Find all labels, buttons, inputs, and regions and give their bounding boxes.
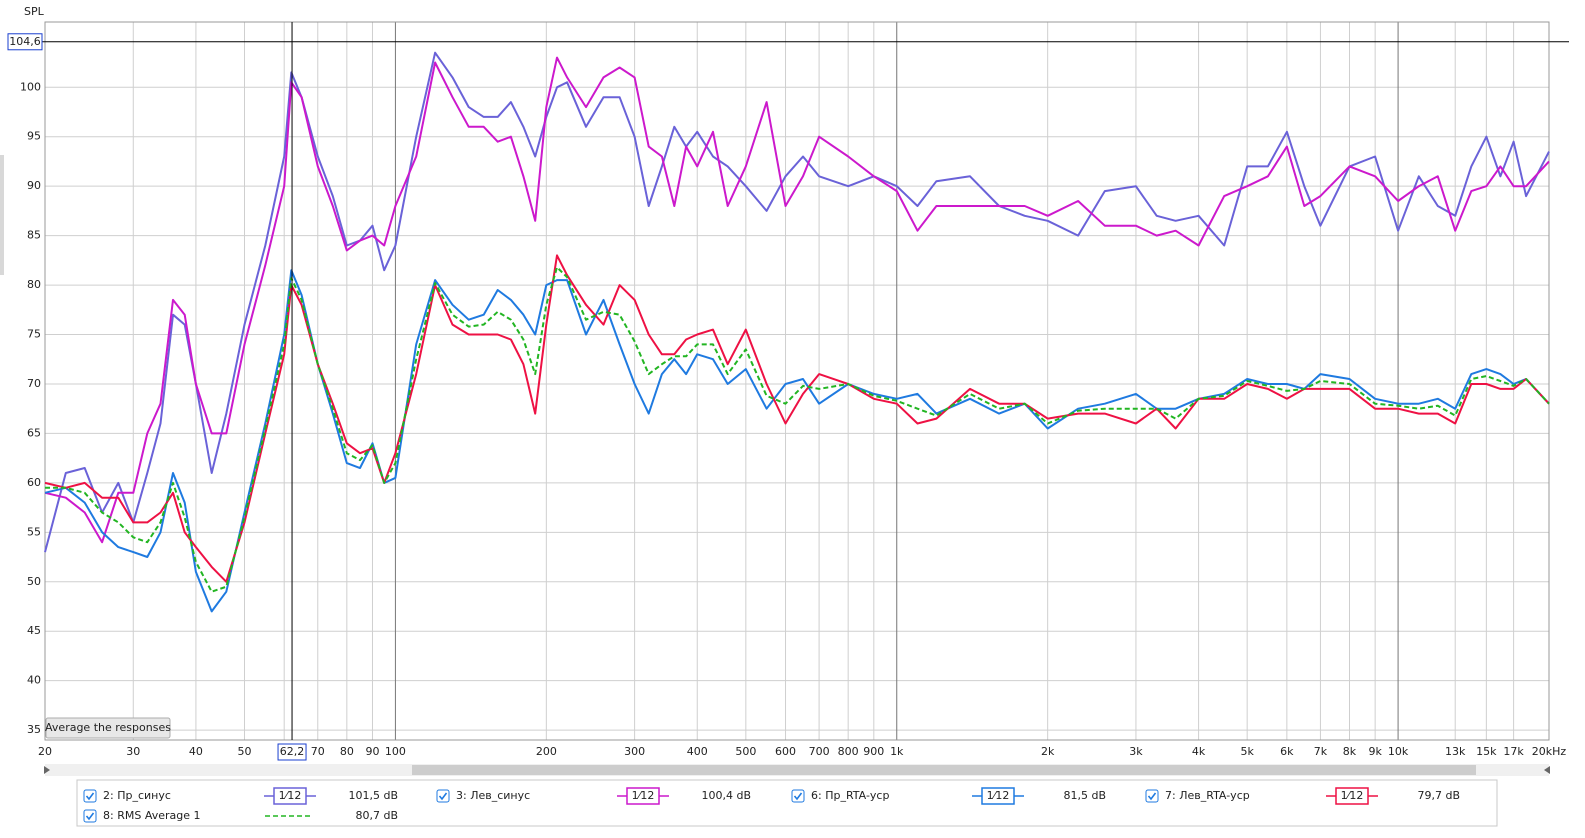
scroll-left[interactable] <box>44 766 50 774</box>
x-tick-label: 20kHz <box>1532 745 1567 758</box>
legend-checkbox[interactable] <box>436 789 450 803</box>
y-tick-label: 80 <box>27 278 41 291</box>
legend-reading: 79,7 dB <box>1417 789 1460 802</box>
y-tick-label: 95 <box>27 130 41 143</box>
x-tick-label: 9k <box>1368 745 1382 758</box>
y-tick-label: 60 <box>27 476 41 489</box>
legend-smoothing-box <box>273 787 307 805</box>
legend-reading: 81,5 dB <box>1063 789 1106 802</box>
legend-box <box>76 779 1498 827</box>
legend-smoothing: 1⁄12 <box>279 789 302 802</box>
legend-checkbox[interactable] <box>83 789 97 803</box>
legend-reading: 80,7 dB <box>355 809 398 822</box>
x-tick-label: 3k <box>1129 745 1143 758</box>
cursor-y-box <box>7 33 43 51</box>
cursor-x-box <box>277 743 307 761</box>
x-tick-label: 400 <box>687 745 708 758</box>
y-tick-label: 75 <box>27 328 41 341</box>
cursor-y-label: 104,6 <box>9 35 41 48</box>
legend-reading: 101,5 dB <box>348 789 398 802</box>
x-tick-label: 30 <box>126 745 140 758</box>
x-tick-label: 700 <box>809 745 830 758</box>
legend-name: 3: Лев_синус <box>456 789 530 802</box>
x-tick-label: 15k <box>1476 745 1497 758</box>
legend-name: 6: Пр_RTA-уср <box>811 789 889 802</box>
x-tick-label: 80 <box>340 745 354 758</box>
legend-checkbox[interactable] <box>1145 789 1159 803</box>
legend-check[interactable] <box>85 812 95 821</box>
y-tick-label: 90 <box>27 179 41 192</box>
legend-smoothing-box <box>981 787 1015 805</box>
legend-smoothing: 1⁄12 <box>987 789 1010 802</box>
legend-check[interactable] <box>793 792 803 801</box>
x-tick-label: 7k <box>1314 745 1328 758</box>
legend-smoothing: 1⁄12 <box>1341 789 1364 802</box>
x-tick-label: 1k <box>890 745 904 758</box>
y-tick-label: 65 <box>27 426 41 439</box>
legend-reading: 100,4 dB <box>701 789 751 802</box>
legend-smoothing-box <box>1335 787 1369 805</box>
legend-name: 7: Лев_RTA-уср <box>1165 789 1250 802</box>
series-line <box>45 266 1550 593</box>
y-tick-label: 55 <box>27 525 41 538</box>
x-tick-label: 4k <box>1192 745 1206 758</box>
y-tick-label: 45 <box>27 624 41 637</box>
legend-check[interactable] <box>1147 792 1157 801</box>
x-tick-label: 90 <box>365 745 379 758</box>
x-tick-label: 200 <box>536 745 557 758</box>
x-tick-label: 50 <box>238 745 252 758</box>
legend-check[interactable] <box>85 792 95 801</box>
x-tick-label: 13k <box>1445 745 1466 758</box>
x-tick-label: 20 <box>38 745 52 758</box>
y-tick-label: 70 <box>27 377 41 390</box>
x-tick-label: 6k <box>1280 745 1294 758</box>
x-tick-label: 300 <box>624 745 645 758</box>
x-tick-label: 17k <box>1503 745 1524 758</box>
x-tick-label: 70 <box>311 745 325 758</box>
legend-name: 8: RMS Average 1 <box>103 809 200 822</box>
x-tick-label: 40 <box>189 745 203 758</box>
legend-check[interactable] <box>438 792 448 801</box>
y-tick-label: 85 <box>27 229 41 242</box>
y-tick-label: 100 <box>20 80 41 93</box>
legend-checkbox[interactable] <box>83 809 97 823</box>
legend-name: 2: Пр_синус <box>103 789 171 802</box>
x-tick-label: 10k <box>1388 745 1409 758</box>
legend-checkbox[interactable] <box>791 789 805 803</box>
y-tick-label: 50 <box>27 575 41 588</box>
x-tick-label: 5k <box>1240 745 1254 758</box>
series-line <box>44 56 1550 544</box>
y-tick-label: 35 <box>27 723 41 736</box>
cursor-x-label: 62,2 <box>280 745 305 758</box>
legend-smoothing-box <box>626 787 660 805</box>
x-tick-label: 2k <box>1041 745 1055 758</box>
plot-frame <box>44 21 1550 741</box>
x-tick-label: 500 <box>735 745 756 758</box>
side-handle <box>0 155 4 275</box>
legend-smoothing: 1⁄12 <box>632 789 655 802</box>
x-tick-label: 8k <box>1343 745 1357 758</box>
average-button-label[interactable]: Average the responses <box>45 721 171 734</box>
series-line <box>44 51 1550 553</box>
x-tick-label: 100 <box>385 745 406 758</box>
x-tick-label: 600 <box>775 745 796 758</box>
x-tick-label: 900 <box>863 745 884 758</box>
series-line <box>44 254 1550 583</box>
y-tick-label: 40 <box>27 674 41 687</box>
y-axis-title: SPL <box>24 5 45 18</box>
scrollbar-thumb[interactable] <box>412 765 1476 775</box>
average-button[interactable] <box>45 717 171 739</box>
scroll-right[interactable] <box>1544 766 1550 774</box>
series-line <box>44 269 1550 613</box>
x-tick-label: 800 <box>838 745 859 758</box>
